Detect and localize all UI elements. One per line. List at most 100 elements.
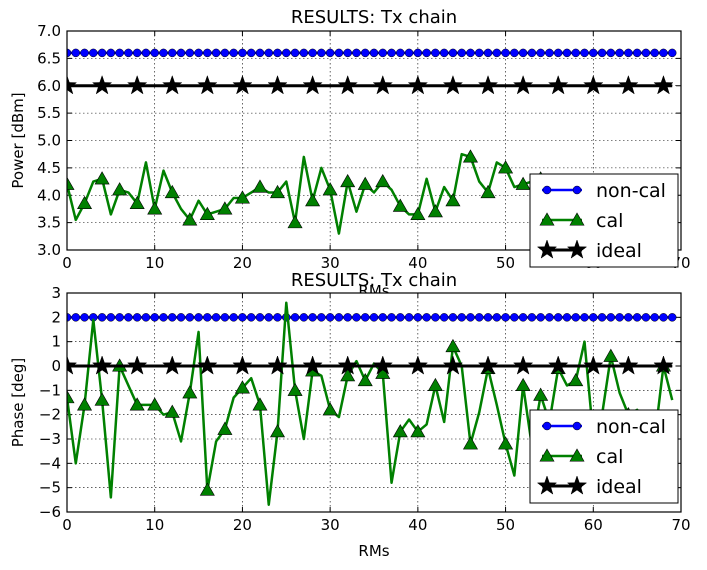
chart-2-series-non-cal-point	[220, 313, 230, 322]
chart-2-series-non-cal-point	[360, 313, 370, 322]
chart-2-series-non-cal-point	[650, 313, 659, 322]
chart-2-series-cal-point	[199, 482, 215, 496]
chart-2-series-non-cal-point	[562, 313, 572, 322]
chart-2-x-axis-label: RMs	[358, 542, 389, 560]
chart-2-series-cal-point	[94, 392, 110, 406]
chart-2-series-non-cal-point	[536, 313, 545, 322]
chart-1-series-cal-point	[67, 176, 75, 190]
chart-1-series-non-cal-point	[67, 48, 72, 58]
chart-2-series-non-cal-point	[589, 313, 598, 322]
chart-1-series-ideal-point	[337, 74, 358, 95]
chart-1-series-non-cal-point	[194, 48, 203, 58]
chart-1-legend-ideal-label: ideal	[596, 240, 642, 262]
chart-2-series-non-cal-point	[168, 313, 177, 322]
chart-2-series-cal-point	[410, 424, 426, 438]
chart-2-series-ideal-point	[337, 355, 358, 375]
chart-1-series-cal-point	[199, 206, 215, 220]
chart-1-series-non-cal-point	[97, 48, 107, 58]
chart-1-legend-non-cal-marker	[542, 185, 552, 195]
chart-2-series-non-cal-point	[527, 313, 537, 322]
chart-1-x-tick-label: 40	[408, 254, 427, 272]
chart-2-series-non-cal-point	[176, 313, 186, 322]
chart-2-series-non-cal-point	[194, 313, 203, 322]
chart-2-legend-cal-label: cal	[596, 446, 623, 468]
chart-1-series-non-cal-point	[360, 48, 370, 58]
chart-1-series-cal-point	[217, 201, 233, 215]
chart-1-series-non-cal-point	[317, 48, 326, 58]
chart-2-legend-ideal-marker	[536, 475, 558, 495]
chart-2-series-non-cal-point	[457, 313, 466, 322]
chart-2-legend-ideal-marker	[566, 475, 588, 495]
chart-1-title: RESULTS: Tx chain	[291, 7, 457, 28]
chart-2-series-non-cal-point	[132, 313, 142, 322]
chart-1-series-ideal-point	[267, 74, 288, 95]
chart-1-series-cal-point	[252, 179, 268, 193]
chart-1-y-tick-label: 5.0	[37, 132, 61, 150]
chart-1-series-ideal-point	[653, 74, 674, 95]
chart-2-series-cal-point	[427, 377, 443, 392]
chart-1-series-ideal-point	[302, 74, 323, 95]
chart-2-y-tick-label: 0	[51, 357, 61, 375]
chart-2-series-non-cal-point	[632, 313, 642, 322]
chart-2-x-tick-label: 30	[321, 516, 340, 534]
chart-2-series-cal-point	[392, 424, 408, 438]
chart-1-series-cal-point	[269, 184, 286, 199]
chart-1-y-tick-label: 3.0	[37, 241, 61, 259]
chart-2-series-non-cal-point	[150, 313, 159, 322]
chart-2-series-non-cal-point	[518, 313, 528, 322]
chart-2-series-non-cal-point	[404, 313, 414, 322]
chart-2-series-ideal-point	[512, 355, 534, 375]
chart-1-series-ideal-point	[162, 74, 183, 95]
chart-1-series-non-cal-point	[457, 48, 466, 58]
chart-2-y-tick-label: 3	[51, 284, 61, 302]
chart-2-series-non-cal-point	[124, 313, 133, 322]
chart-2-series-cal-point	[498, 436, 514, 450]
chart-2-axes-frame	[66, 292, 682, 513]
chart-2-series-non-cal-point	[369, 313, 379, 322]
chart-1-series-non-cal-point	[387, 48, 396, 58]
chart-2-series-non-cal-point	[501, 313, 510, 322]
chart-1-series-non-cal-point	[352, 48, 361, 58]
chart-1-series-non-cal-point	[246, 48, 256, 58]
chart-1-y-tick-label: 3.5	[37, 214, 61, 232]
chart-1-series-cal-point	[375, 173, 391, 188]
chart-2-series-non-cal-point	[299, 313, 309, 322]
chart-2-series-non-cal-point	[325, 313, 335, 322]
chart-2-series-cal-point	[147, 397, 163, 411]
chart-2-series-non-cal-point	[334, 313, 344, 322]
chart-2-series-non-cal-point	[159, 313, 168, 322]
chart-2-series-ideal-point	[197, 355, 218, 375]
chart-1-series-ideal-point	[197, 74, 218, 95]
chart-1-series-non-cal-point	[527, 48, 537, 58]
chart-2-series-non-cal-point	[378, 313, 388, 322]
chart-2-series-non-cal-point	[71, 313, 81, 322]
chart-1-series-ideal-point	[442, 74, 464, 95]
chart-1-series-non-cal-point	[667, 48, 677, 58]
chart-2-y-tick-label: −6	[39, 503, 61, 521]
chart-1-series-non-cal-point	[492, 48, 502, 58]
chart-2-series-non-cal-point	[67, 313, 72, 322]
chart-2-series-cal-point	[182, 385, 198, 399]
chart-2-title: RESULTS: Tx chain	[291, 270, 457, 291]
chart-1-series-non-cal-point	[615, 48, 624, 58]
chart-1-series-non-cal-point	[168, 48, 177, 58]
chart-2-series-cal-point	[568, 372, 584, 387]
chart-1-series-non-cal-point	[396, 48, 405, 58]
chart-1-series-ideal-point	[583, 74, 604, 95]
chart-2-series-non-cal-point	[510, 313, 519, 322]
chart-2-y-axis-label: Phase [deg]	[9, 358, 27, 448]
chart-2-series-non-cal-point	[580, 313, 589, 322]
chart-2-series-non-cal-point	[483, 313, 493, 322]
chart-2-series-ideal-point	[583, 355, 604, 375]
chart-1-series-ideal-point	[232, 74, 253, 95]
chart-2-series-non-cal-point	[571, 313, 580, 322]
chart-1-series-cal-point	[234, 190, 250, 204]
chart-2-series-cal-point	[129, 397, 145, 411]
chart-1-series-non-cal-point	[290, 48, 300, 58]
chart-1-series-cal-point	[164, 184, 180, 199]
chart-1-series-non-cal-point	[562, 48, 572, 58]
chart-2-series-non-cal-point	[185, 313, 195, 322]
chart-2-series-non-cal-point	[308, 313, 317, 322]
chart-2-series-non-cal-point	[273, 313, 282, 322]
chart-2-series-non-cal-point	[229, 313, 238, 322]
